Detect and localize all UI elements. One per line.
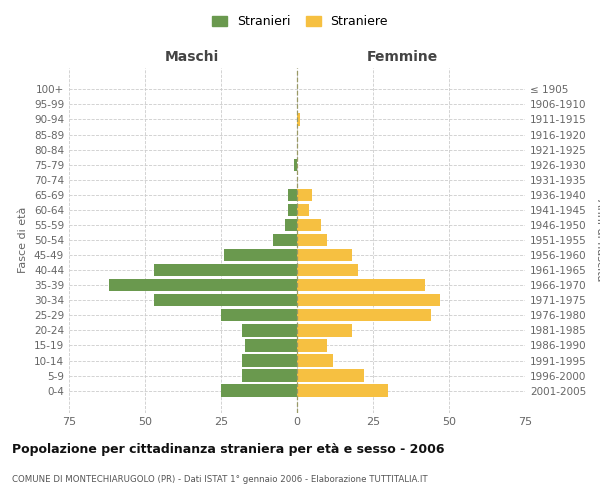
Legend: Stranieri, Straniere: Stranieri, Straniere — [206, 8, 394, 34]
Text: Popolazione per cittadinanza straniera per età e sesso - 2006: Popolazione per cittadinanza straniera p… — [12, 442, 445, 456]
Bar — [288, 204, 297, 216]
Bar — [297, 114, 300, 126]
Bar — [297, 384, 388, 397]
Text: Maschi: Maschi — [165, 50, 219, 64]
Y-axis label: Fasce di età: Fasce di età — [19, 207, 28, 273]
Bar — [221, 384, 297, 397]
Bar — [154, 294, 297, 306]
Bar — [297, 219, 322, 231]
Bar — [297, 234, 328, 246]
Bar — [294, 158, 297, 171]
Bar — [297, 264, 358, 276]
Bar — [297, 309, 431, 322]
Bar — [297, 279, 425, 291]
Bar — [297, 249, 352, 261]
Bar — [245, 340, 297, 351]
Bar — [285, 219, 297, 231]
Bar — [297, 354, 334, 366]
Bar — [224, 249, 297, 261]
Bar — [297, 204, 309, 216]
Bar — [109, 279, 297, 291]
Bar — [242, 370, 297, 382]
Text: Femmine: Femmine — [366, 50, 437, 64]
Bar — [154, 264, 297, 276]
Bar — [297, 324, 352, 336]
Text: COMUNE DI MONTECHIARUGOLO (PR) - Dati ISTAT 1° gennaio 2006 - Elaborazione TUTTI: COMUNE DI MONTECHIARUGOLO (PR) - Dati IS… — [12, 475, 428, 484]
Bar — [297, 294, 440, 306]
Bar — [221, 309, 297, 322]
Bar — [297, 188, 312, 201]
Bar — [272, 234, 297, 246]
Bar — [288, 188, 297, 201]
Bar — [297, 370, 364, 382]
Y-axis label: Anni di nascita: Anni di nascita — [595, 198, 600, 281]
Bar — [242, 354, 297, 366]
Bar — [297, 340, 328, 351]
Bar — [242, 324, 297, 336]
